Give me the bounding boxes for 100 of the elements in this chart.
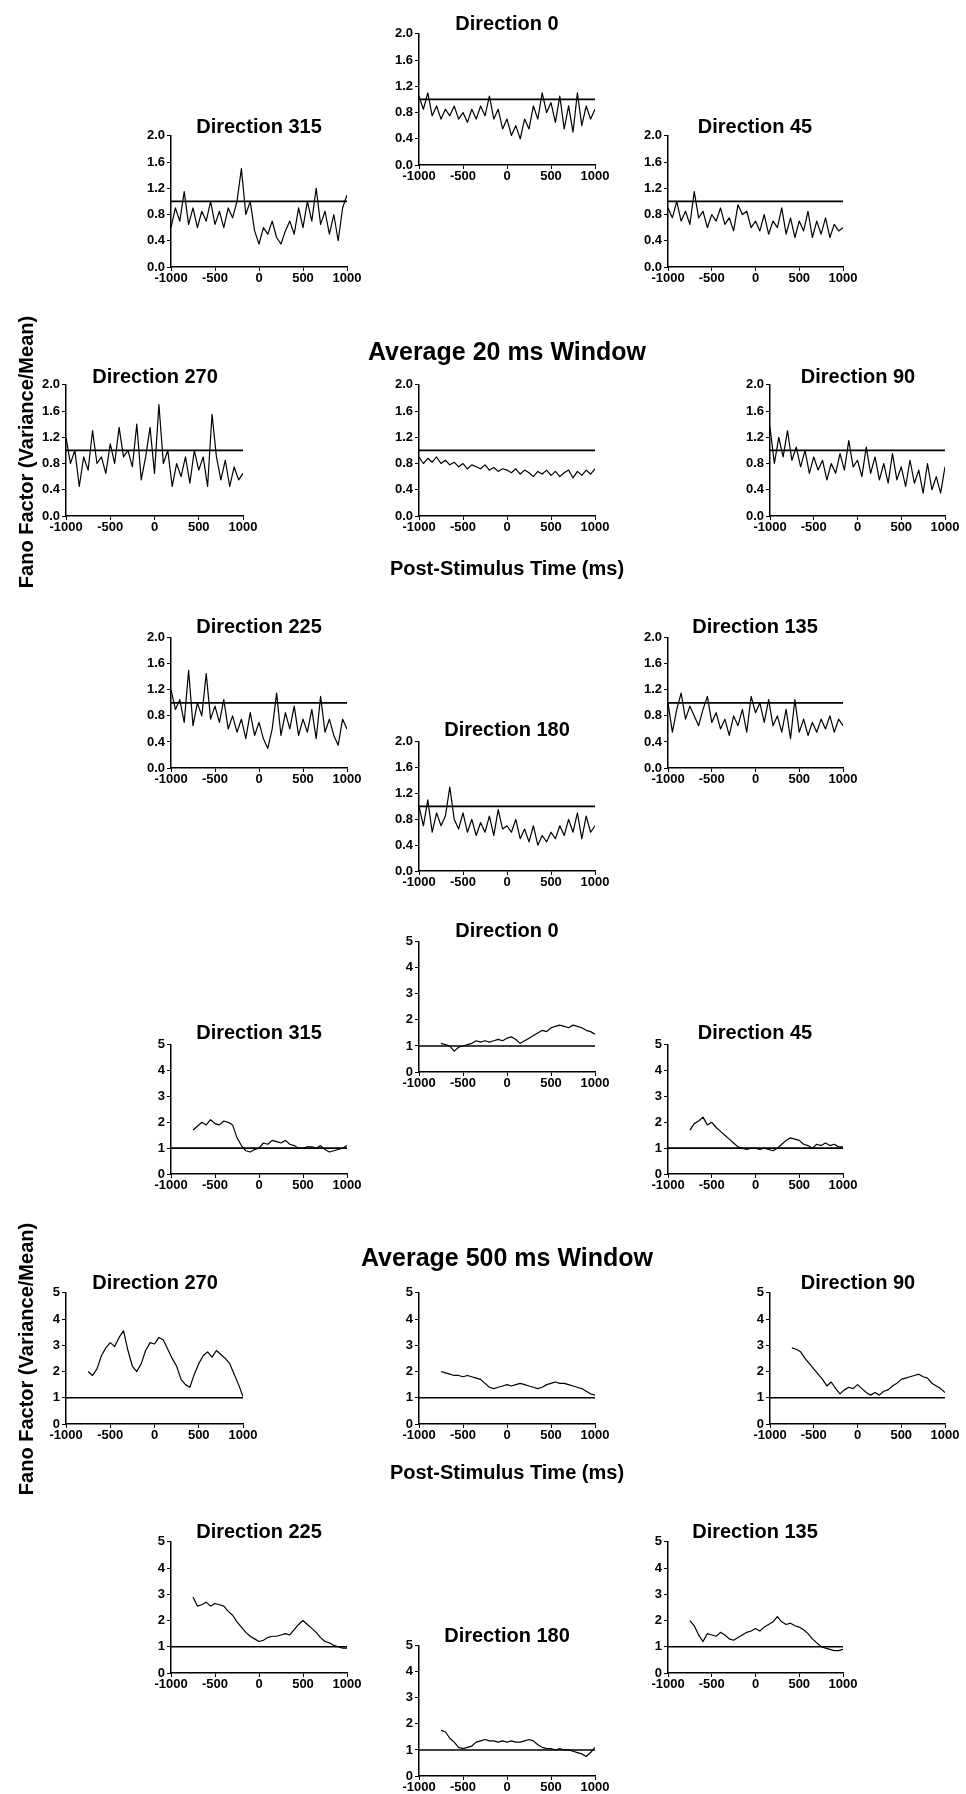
- y-tick-label: 4: [405, 959, 414, 975]
- x-tick-label: 1000: [930, 1427, 960, 1443]
- x-tick-label: 0: [853, 519, 862, 535]
- x-tick-label: 0: [255, 1676, 263, 1692]
- y-tick-label: 0.4: [394, 130, 414, 146]
- chart-title: Direction 270: [92, 364, 218, 388]
- y-tick-label: 1.2: [394, 785, 413, 801]
- y-tick-label: 5: [157, 1036, 165, 1052]
- y-tick-label: 4: [654, 1062, 663, 1078]
- x-tick-label: 0: [503, 1427, 511, 1443]
- x-tick-label: 500: [292, 1676, 314, 1692]
- x-tick-label: 500: [788, 270, 811, 286]
- x-tick-label: 1000: [332, 270, 362, 286]
- y-tick-label: 2: [405, 1715, 413, 1731]
- chart-title: Average 20 ms Window: [367, 336, 647, 366]
- y-tick-label: 5: [654, 1533, 662, 1549]
- chart-title: Direction 0: [455, 11, 559, 35]
- x-tick-label: 500: [890, 519, 913, 535]
- y-tick-label: 1.6: [146, 153, 165, 169]
- y-tick-label: 1.6: [643, 153, 662, 169]
- chart-title: Direction 45: [697, 1020, 813, 1044]
- x-tick-label: -500: [698, 270, 725, 286]
- y-tick-label: 2: [654, 1612, 662, 1628]
- y-tick-label: 1.2: [745, 428, 764, 444]
- y-tick-label: 4: [405, 1310, 414, 1326]
- x-tick-label: -500: [449, 1779, 477, 1794]
- y-tick-label: 4: [756, 1310, 765, 1326]
- x-tick-label: -500: [201, 1177, 229, 1193]
- y-tick-label: 3: [157, 1088, 165, 1104]
- y-tick-label: 0.8: [394, 455, 413, 471]
- y-tick-label: 0.4: [394, 481, 414, 497]
- x-tick-label: -500: [201, 771, 229, 787]
- y-tick-label: 3: [405, 1336, 413, 1352]
- x-tick-label: 0: [853, 1427, 862, 1443]
- x-tick-label: 500: [540, 1427, 562, 1443]
- x-tick-label: 0: [503, 874, 511, 890]
- y-tick-label: 1.2: [643, 179, 662, 195]
- chart-title: Direction 225: [196, 1519, 322, 1543]
- x-tick-label: 500: [540, 1075, 562, 1091]
- x-tick-label: 500: [292, 1177, 314, 1193]
- y-tick-label: 1.2: [394, 77, 413, 93]
- y-tick-label: 0.4: [745, 481, 765, 497]
- y-tick-label: 0.8: [394, 810, 413, 826]
- chart-title: Direction 90: [800, 364, 916, 388]
- y-tick-label: 5: [157, 1533, 165, 1549]
- chart-title: Direction 135: [692, 614, 818, 638]
- y-tick-label: 1.2: [643, 681, 662, 697]
- y-tick-label: 1.6: [643, 655, 662, 671]
- y-tick-label: 1: [405, 1037, 413, 1053]
- chart-title: Direction 315: [196, 1020, 322, 1044]
- x-tick-label: 1000: [332, 1177, 362, 1193]
- y-tick-label: 0.4: [146, 733, 166, 749]
- y-tick-label: 1.2: [146, 179, 165, 195]
- chart-title: Direction 90: [800, 1270, 916, 1294]
- y-tick-label: 1: [405, 1741, 413, 1757]
- y-tick-label: 5: [405, 1284, 413, 1300]
- chart-title: Direction 135: [692, 1519, 818, 1543]
- y-tick-label: 1.6: [394, 402, 413, 418]
- y-tick-label: 1.2: [41, 428, 60, 444]
- x-tick-label: 1000: [228, 519, 258, 535]
- y-tick-label: 2.0: [394, 376, 413, 392]
- chart-title: Average 500 ms Window: [360, 1242, 654, 1272]
- x-tick-label: 500: [788, 1177, 811, 1193]
- y-tick-label: 4: [405, 1663, 414, 1679]
- x-tick-label: 500: [187, 519, 210, 535]
- y-tick-label: 2.0: [41, 376, 60, 392]
- x-tick-label: 1000: [828, 1676, 858, 1692]
- x-tick-label: -500: [698, 771, 725, 787]
- y-tick-label: 3: [654, 1088, 662, 1104]
- x-axis-title: Post-Stimulus Time (ms): [389, 556, 625, 580]
- x-tick-label: 0: [255, 1177, 263, 1193]
- y-tick-label: 1.6: [146, 655, 165, 671]
- y-tick-label: 1.2: [394, 428, 413, 444]
- x-tick-label: 500: [540, 519, 562, 535]
- y-tick-label: 3: [654, 1585, 662, 1601]
- x-tick-label: 500: [292, 771, 314, 787]
- y-tick-label: 0.4: [643, 232, 663, 248]
- x-tick-label: 500: [540, 168, 562, 184]
- y-tick-label: 5: [405, 933, 413, 949]
- y-tick-label: 4: [157, 1559, 166, 1575]
- y-tick-label: 1.6: [394, 759, 413, 775]
- x-tick-label: 1000: [332, 771, 362, 787]
- y-tick-label: 2.0: [146, 127, 165, 143]
- y-tick-label: 3: [157, 1585, 165, 1601]
- x-tick-label: -500: [698, 1177, 725, 1193]
- y-tick-label: 2.0: [643, 629, 662, 645]
- x-tick-label: 1000: [228, 1427, 258, 1443]
- chart-title: Direction 270: [92, 1270, 218, 1294]
- y-tick-label: 0.4: [394, 836, 414, 852]
- chart-title: Direction 180: [444, 1623, 570, 1647]
- chart-title: Direction 315: [196, 114, 322, 138]
- y-tick-label: 1: [52, 1389, 60, 1405]
- x-tick-label: 1000: [580, 1779, 610, 1794]
- x-tick-label: 500: [788, 1676, 811, 1692]
- y-tick-label: 2: [756, 1363, 764, 1379]
- x-tick-label: -500: [449, 1427, 477, 1443]
- y-tick-label: 1.6: [394, 51, 413, 67]
- y-tick-label: 0.8: [643, 707, 662, 723]
- x-tick-label: 500: [292, 270, 314, 286]
- x-tick-label: 1000: [580, 519, 610, 535]
